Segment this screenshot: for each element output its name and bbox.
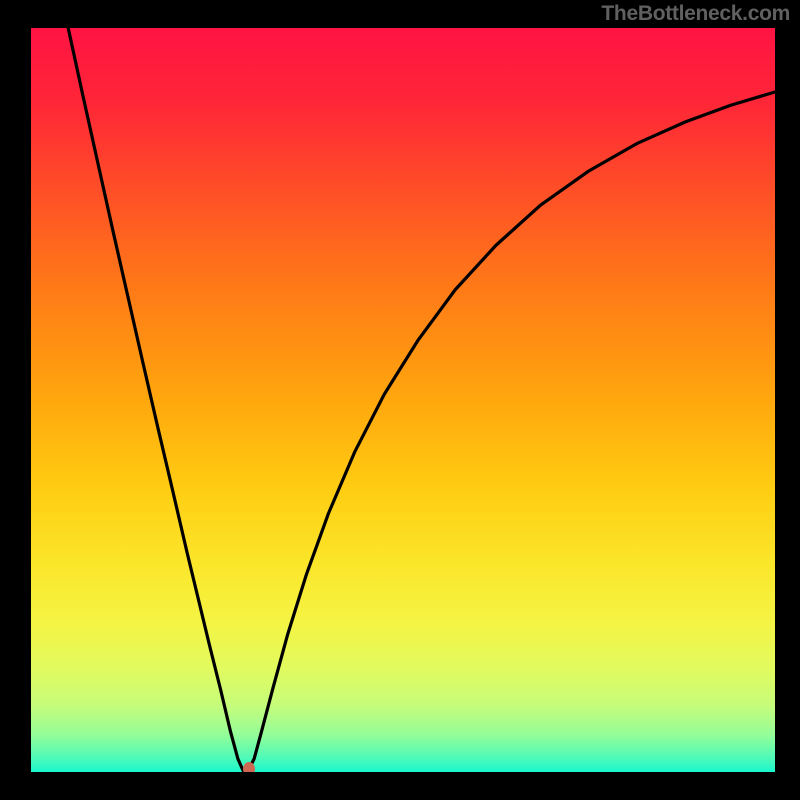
gradient-background (31, 28, 775, 772)
watermark-text: TheBottleneck.com (601, 2, 790, 26)
plot-area (31, 28, 775, 772)
chart-container: TheBottleneck.com (0, 0, 800, 800)
plot-svg (31, 28, 775, 772)
